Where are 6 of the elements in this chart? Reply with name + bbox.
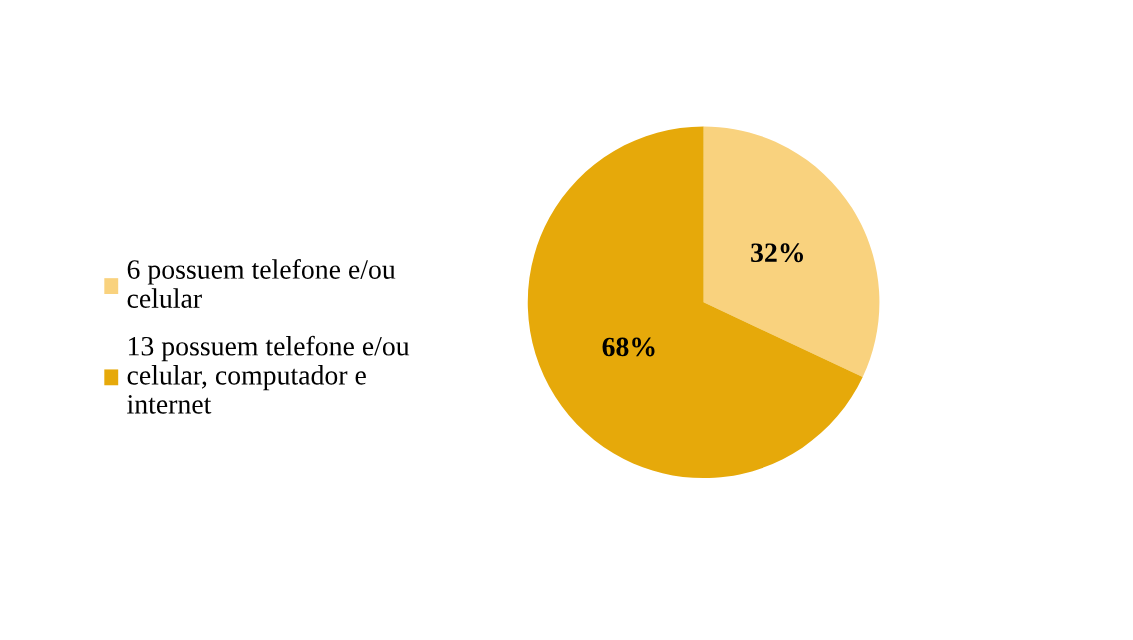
legend-label: 6 possuem telefone e/ou celular <box>127 259 396 308</box>
pie-slice <box>527 126 863 479</box>
data-label: 32% <box>751 243 803 263</box>
data-label: 68% <box>602 337 655 357</box>
legend-label: 13 possuem telefone e/ou celular, computador e internet <box>127 335 410 414</box>
pie-slice <box>703 126 880 378</box>
